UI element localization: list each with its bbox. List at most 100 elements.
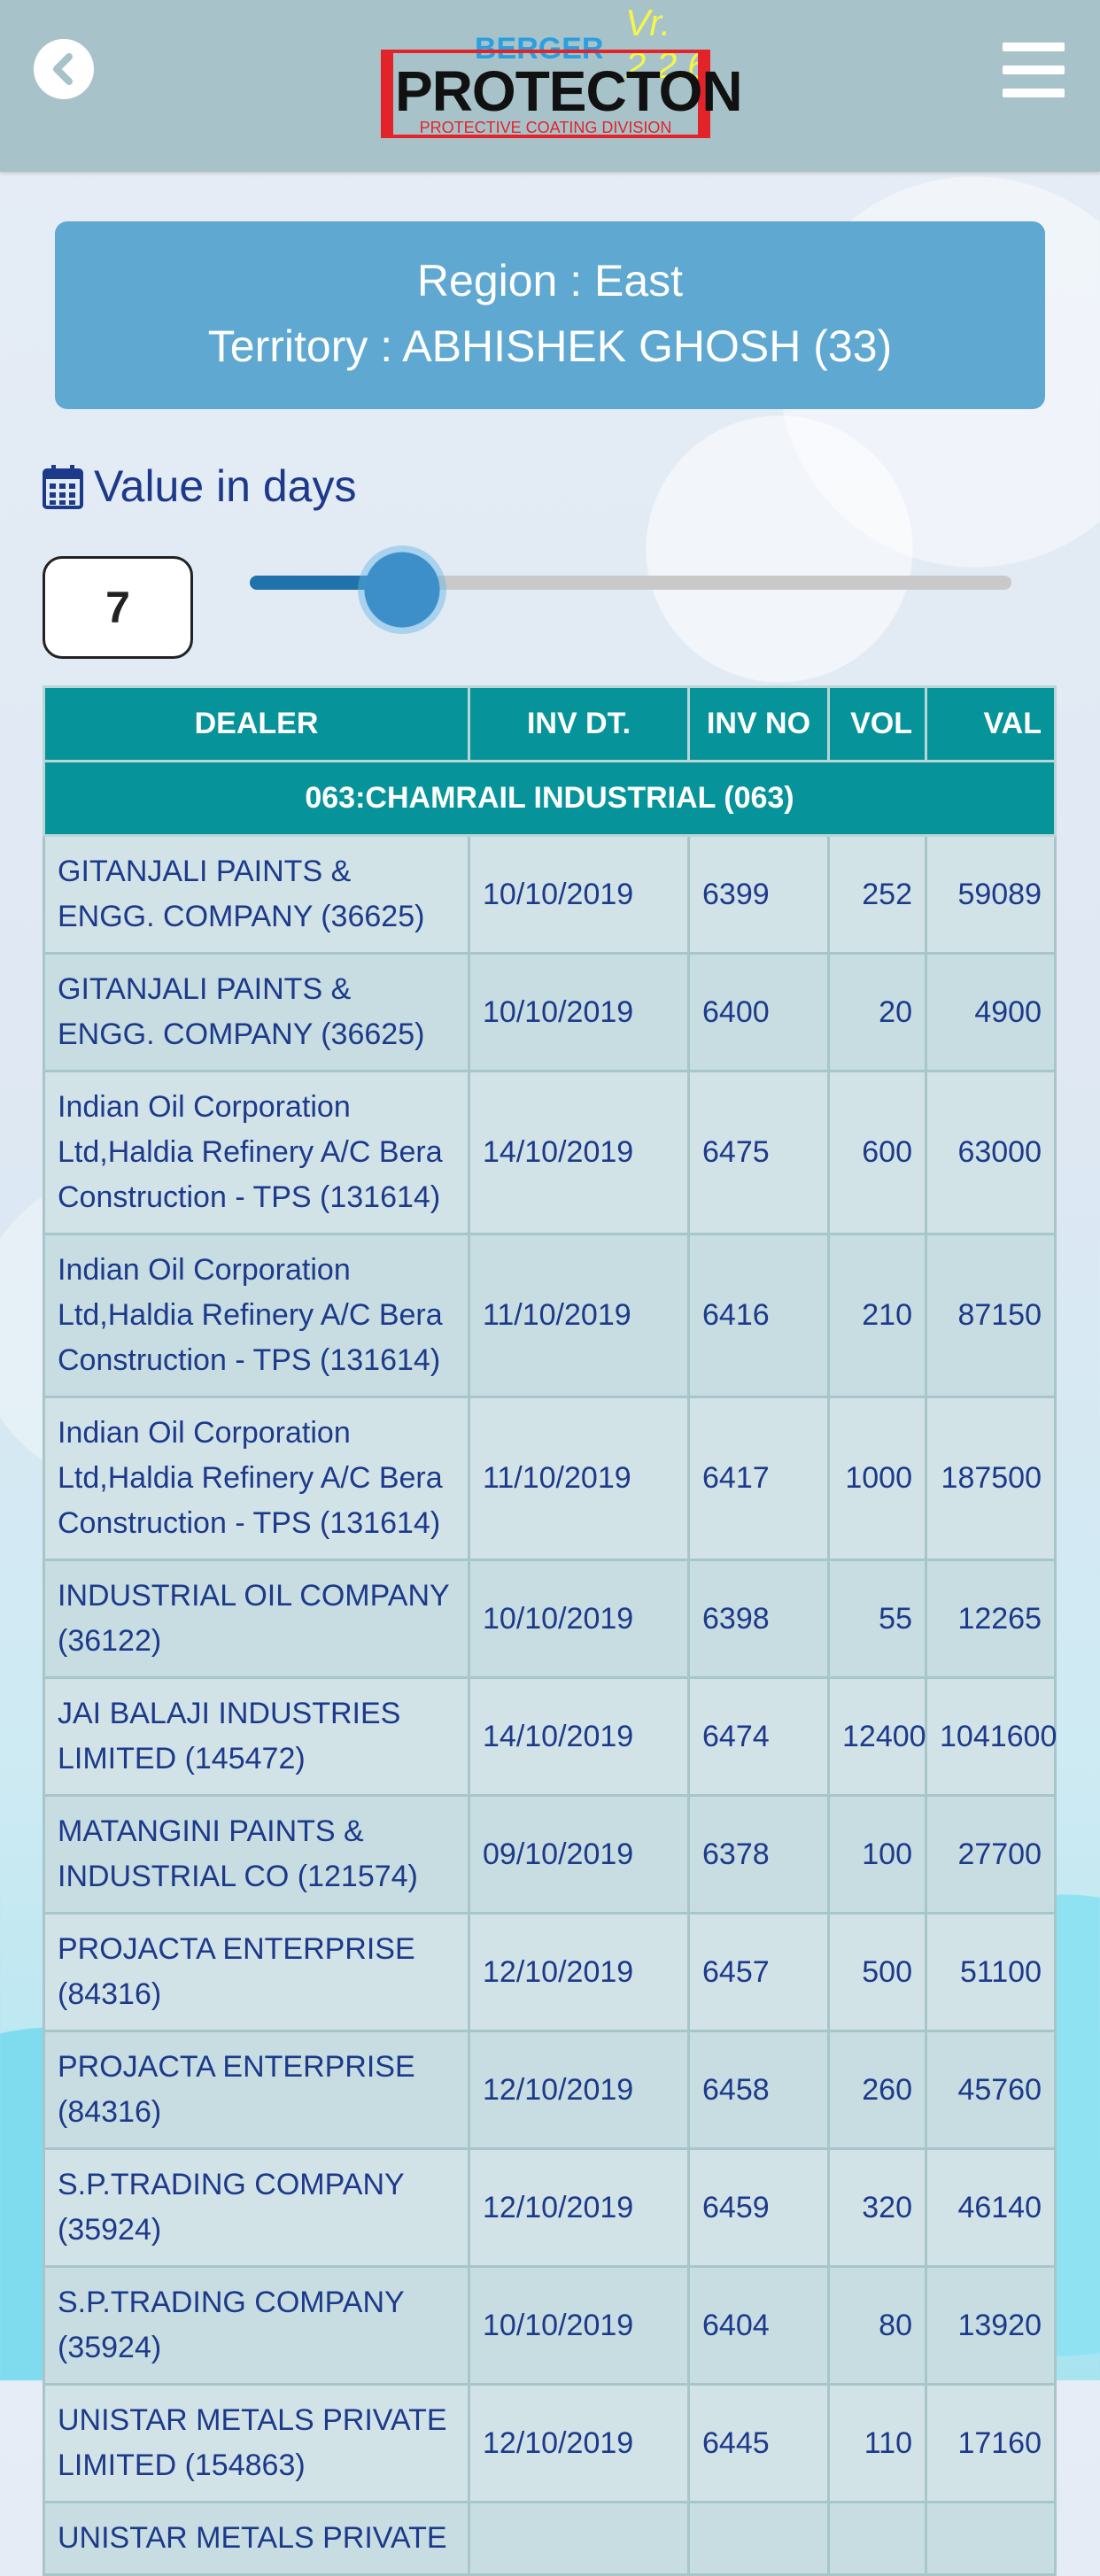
table-row[interactable]: INDUSTRIAL OIL COMPANY (36122) 10/10/2019… bbox=[43, 1559, 1057, 1679]
cell-inv-date: 11/10/2019 bbox=[468, 1396, 690, 1561]
cell-dealer: Indian Oil Corporation Ltd,Haldia Refine… bbox=[43, 1396, 470, 1561]
table-row[interactable]: Indian Oil Corporation Ltd,Haldia Refine… bbox=[43, 1070, 1057, 1235]
chevron-left-icon bbox=[53, 53, 73, 85]
menu-button[interactable] bbox=[1003, 43, 1065, 101]
region-card: Region : East Territory : ABHISHEK GHOSH… bbox=[55, 221, 1045, 409]
cell-dealer: UNISTAR METALS PRIVATE LIMITED (154863) bbox=[43, 2383, 470, 2503]
cell-inv-date bbox=[468, 2501, 690, 2576]
cell-val: 13920 bbox=[925, 2265, 1057, 2386]
cell-dealer: S.P.TRADING COMPANY (35924) bbox=[43, 2265, 470, 2386]
calendar-icon bbox=[43, 465, 83, 509]
brand-berger: BERGER bbox=[475, 32, 604, 66]
cell-val: 187500 bbox=[925, 1396, 1057, 1561]
cell-dealer: JAI BALAJI INDUSTRIES LIMITED (145472) bbox=[43, 1676, 470, 1797]
cell-inv-date: 12/10/2019 bbox=[468, 2147, 690, 2268]
cell-inv-no: 6417 bbox=[687, 1396, 830, 1561]
cell-inv-no: 6378 bbox=[687, 1794, 830, 1915]
cell-vol: 210 bbox=[827, 1233, 927, 1398]
territory-line: Territory : ABHISHEK GHOSH (33) bbox=[207, 321, 893, 371]
menu-bar bbox=[1003, 66, 1065, 74]
days-slider[interactable] bbox=[250, 545, 1011, 634]
cell-val bbox=[925, 2501, 1057, 2576]
days-label: Value in days bbox=[43, 460, 356, 512]
cell-inv-date: 12/10/2019 bbox=[468, 2383, 690, 2503]
cell-inv-date: 12/10/2019 bbox=[468, 2030, 690, 2150]
col-header-inv-no[interactable]: INV NO bbox=[687, 685, 830, 762]
cell-inv-date: 14/10/2019 bbox=[468, 1070, 690, 1235]
cell-val: 12265 bbox=[925, 1559, 1057, 1679]
table-row[interactable]: Indian Oil Corporation Ltd,Haldia Refine… bbox=[43, 1233, 1057, 1398]
col-header-val[interactable]: VAL bbox=[925, 685, 1057, 762]
days-value-field[interactable]: 7 bbox=[43, 556, 193, 659]
cell-inv-date: 10/10/2019 bbox=[468, 834, 690, 955]
cell-val: 59089 bbox=[925, 834, 1057, 955]
cell-dealer: Indian Oil Corporation Ltd,Haldia Refine… bbox=[43, 1070, 470, 1235]
cell-inv-no: 6457 bbox=[687, 1912, 830, 2032]
cell-dealer: S.P.TRADING COMPANY (35924) bbox=[43, 2147, 470, 2268]
cell-inv-no: 6475 bbox=[687, 1070, 830, 1235]
cell-vol: 500 bbox=[827, 1912, 927, 2032]
table-row[interactable]: UNISTAR METALS PRIVATE bbox=[43, 2501, 1057, 2576]
cell-inv-no: 6399 bbox=[687, 834, 830, 955]
table-row[interactable]: JAI BALAJI INDUSTRIES LIMITED (145472) 14… bbox=[43, 1676, 1057, 1797]
cell-vol: 80 bbox=[827, 2265, 927, 2386]
cell-inv-date: 12/10/2019 bbox=[468, 1912, 690, 2032]
cell-val: 63000 bbox=[925, 1070, 1057, 1235]
cell-vol bbox=[827, 2501, 927, 2576]
table-row[interactable]: GITANJALI PAINTS & ENGG. COMPANY (36625)… bbox=[43, 952, 1057, 1072]
cell-dealer: UNISTAR METALS PRIVATE bbox=[43, 2501, 470, 2576]
menu-bar bbox=[1003, 43, 1065, 51]
menu-bar bbox=[1003, 89, 1065, 97]
cell-inv-no: 6474 bbox=[687, 1676, 830, 1797]
invoice-table: DEALER INV DT. INV NO VOL VAL 063:CHAMRA… bbox=[43, 685, 1057, 2576]
cell-dealer: GITANJALI PAINTS & ENGG. COMPANY (36625) bbox=[43, 952, 470, 1072]
cell-val: 4900 bbox=[925, 952, 1057, 1072]
cell-dealer: PROJACTA ENTERPRISE (84316) bbox=[43, 1912, 470, 2032]
cell-val: 1041600 bbox=[925, 1676, 1057, 1797]
col-header-vol[interactable]: VOL bbox=[827, 685, 927, 762]
cell-inv-date: 10/10/2019 bbox=[468, 952, 690, 1072]
brand-logo: BERGER Vr. 2.2.6 PROTECTON PROTECTIVE CO… bbox=[379, 2, 743, 147]
logo-frame bbox=[381, 50, 710, 138]
top-bar: BERGER Vr. 2.2.6 PROTECTON PROTECTIVE CO… bbox=[0, 0, 1100, 172]
slider-thumb[interactable] bbox=[358, 545, 446, 634]
cell-inv-date: 11/10/2019 bbox=[468, 1233, 690, 1398]
cell-vol: 100 bbox=[827, 1794, 927, 1915]
cell-inv-date: 10/10/2019 bbox=[468, 1559, 690, 1679]
table-row[interactable]: S.P.TRADING COMPANY (35924) 12/10/2019 645… bbox=[43, 2147, 1057, 2268]
cell-vol: 260 bbox=[827, 2030, 927, 2150]
cell-val: 45760 bbox=[925, 2030, 1057, 2150]
cell-inv-no: 6416 bbox=[687, 1233, 830, 1398]
cell-inv-no: 6404 bbox=[687, 2265, 830, 2386]
cell-inv-no: 6400 bbox=[687, 952, 830, 1072]
table-row[interactable]: S.P.TRADING COMPANY (35924) 10/10/2019 640… bbox=[43, 2265, 1057, 2386]
cell-inv-no: 6398 bbox=[687, 1559, 830, 1679]
cell-val: 17160 bbox=[925, 2383, 1057, 2503]
days-label-text: Value in days bbox=[94, 461, 357, 511]
table-row[interactable]: Indian Oil Corporation Ltd,Haldia Refine… bbox=[43, 1396, 1057, 1561]
cell-vol: 320 bbox=[827, 2147, 927, 2268]
cell-inv-date: 10/10/2019 bbox=[468, 2265, 690, 2386]
cell-vol: 600 bbox=[827, 1070, 927, 1235]
table-row[interactable]: UNISTAR METALS PRIVATE LIMITED (154863) 1… bbox=[43, 2383, 1057, 2503]
cell-val: 27700 bbox=[925, 1794, 1057, 1915]
cell-vol: 252 bbox=[827, 834, 927, 955]
cell-vol: 55 bbox=[827, 1559, 927, 1679]
cell-val: 46140 bbox=[925, 2147, 1057, 2268]
table-row[interactable]: PROJACTA ENTERPRISE (84316) 12/10/2019 645… bbox=[43, 1912, 1057, 2032]
cell-dealer: INDUSTRIAL OIL COMPANY (36122) bbox=[43, 1559, 470, 1679]
table-row[interactable]: MATANGINI PAINTS & INDUSTRIAL CO (121574… bbox=[43, 1794, 1057, 1915]
group-row: 063:CHAMRAIL INDUSTRIAL (063) bbox=[43, 760, 1057, 837]
col-header-dealer[interactable]: DEALER bbox=[43, 685, 470, 762]
group-label: 063:CHAMRAIL INDUSTRIAL (063) bbox=[43, 760, 1057, 837]
back-button[interactable] bbox=[34, 39, 94, 99]
region-line: Region : East bbox=[416, 256, 684, 306]
cell-vol: 110 bbox=[827, 2383, 927, 2503]
cell-inv-no bbox=[687, 2501, 830, 2576]
table-row[interactable]: GITANJALI PAINTS & ENGG. COMPANY (36625)… bbox=[43, 834, 1057, 955]
cell-vol: 12400 bbox=[827, 1676, 927, 1797]
table-row[interactable]: PROJACTA ENTERPRISE (84316) 12/10/2019 645… bbox=[43, 2030, 1057, 2150]
cell-val: 51100 bbox=[925, 1912, 1057, 2032]
col-header-inv-date[interactable]: INV DT. bbox=[468, 685, 690, 762]
table-header-row: DEALER INV DT. INV NO VOL VAL bbox=[43, 685, 1057, 762]
